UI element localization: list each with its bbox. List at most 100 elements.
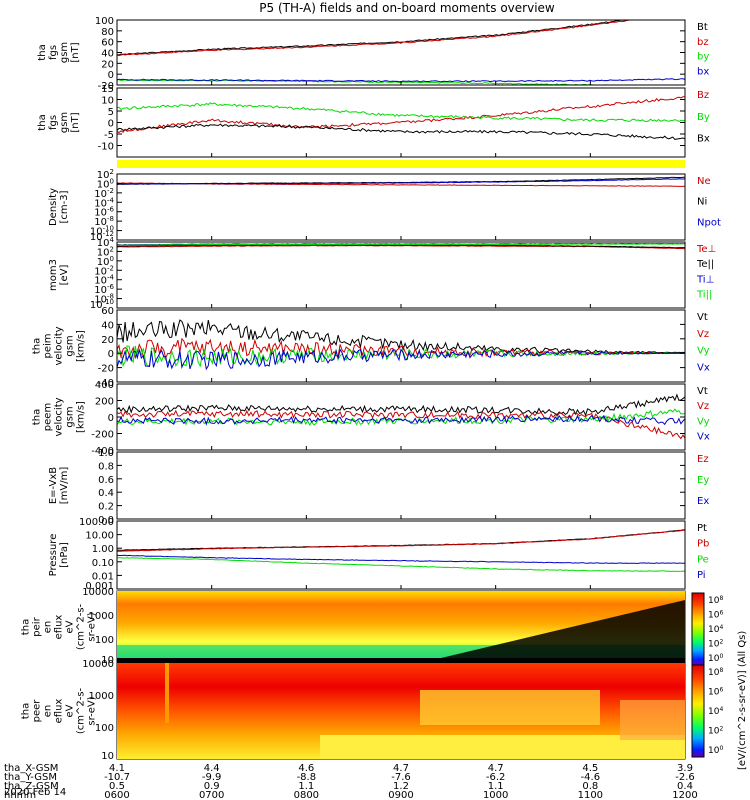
colorbar-tick-label: 108 (708, 595, 723, 606)
colorbar-tick-label: 104 (708, 706, 723, 717)
y-tick-label: 40 (101, 320, 114, 331)
ephem-value: 0.5 (109, 781, 125, 792)
legend-label-Vt: Vt (697, 386, 708, 397)
y-axis-label-line: eV (65, 704, 76, 717)
legend-label-Bx: Bx (697, 134, 710, 145)
colorbar-tick-label: 102 (708, 639, 723, 650)
ephem-value: 4.7 (488, 763, 504, 774)
y-tick-label: 10 (101, 655, 114, 666)
legend-label-Vy: Vy (697, 416, 710, 427)
series-line-Pe (116, 557, 686, 573)
y-axis-label-line: velocity (54, 326, 65, 365)
panel-frame (116, 451, 686, 520)
legend-label-Te||: Te|| (696, 259, 714, 270)
y-tick-label: 60 (101, 38, 114, 49)
colorbar-tick-label: 106 (708, 610, 723, 621)
y-tick-label: -200 (91, 430, 114, 441)
y-tick-label: 0.4 (98, 488, 114, 499)
panel-frame (116, 87, 686, 158)
y-tick-label: 10 (101, 751, 114, 762)
legend-label-Ni: Ni (697, 197, 707, 208)
y-tick-label: 15 (101, 84, 114, 95)
y-tick-label: 1000 (89, 611, 114, 622)
y-tick-label: 0.2 (98, 502, 114, 513)
ephem-value: 4.7 (393, 763, 409, 774)
y-tick-label: 10 (101, 96, 114, 107)
legend-label-Npot: Npot (697, 217, 721, 228)
legend-label-Vy: Vy (697, 346, 710, 357)
series-line-bz (116, 19, 685, 57)
y-axis-label-line: E=-VxB (48, 467, 59, 504)
legend-label-Vz: Vz (697, 401, 709, 412)
y-tick-label: 1000 (89, 691, 114, 702)
y-tick-label: 10000 (82, 587, 114, 598)
ephem-row-label: tha_X-GSM (4, 763, 58, 774)
ephem-value: 1100 (578, 790, 603, 800)
series-line-Vy (116, 408, 686, 427)
y-axis-label-line: [nT] (70, 112, 81, 132)
y-axis-label-line: eV (65, 620, 76, 633)
colorbar-tick-label: 104 (708, 624, 723, 635)
y-axis-label-line: tha (37, 114, 48, 130)
legend-label-Vz: Vz (697, 329, 709, 340)
legend-label-Ez: Ez (697, 454, 709, 465)
series-line-Pt (116, 529, 686, 551)
y-axis-label-line: tha (32, 409, 43, 425)
legend-label-Ey: Ey (697, 475, 709, 486)
ephem-value: -4.6 (581, 772, 601, 783)
y-axis-label-line: sr-eV) (87, 612, 98, 641)
series-line-Npot (116, 178, 686, 185)
series-line-Bt (116, 19, 685, 56)
y-axis-label-line: peer (32, 699, 43, 723)
y-tick-label: -10 (98, 142, 114, 153)
y-tick-label: -5 (104, 130, 114, 141)
ephem-value: -9.9 (202, 772, 222, 783)
y-axis-label-line: (cm^2-s- (76, 603, 87, 650)
y-axis-label-line: sr-eV) (87, 696, 98, 725)
ephem-value: 0900 (388, 790, 413, 800)
series-line-Vx (116, 348, 685, 371)
ephem-value: 0.4 (677, 781, 693, 792)
series-line-Te|| (116, 244, 685, 249)
ephem-row-label: hhmm (4, 790, 36, 800)
y-axis-label-line: tha (37, 44, 48, 60)
y-axis-label-line: gsm (65, 406, 76, 427)
y-axis-label-line: gsm (59, 42, 70, 63)
legend-label-Ex: Ex (697, 496, 709, 507)
series-line-Pb (116, 529, 686, 552)
series-line-Vt (116, 393, 686, 417)
ephem-value: 3.9 (677, 763, 693, 774)
y-tick-label: 100 (95, 723, 114, 734)
legend-label-bx: bx (697, 67, 709, 78)
y-axis-label-line: Pressure (48, 534, 59, 577)
status-bar (117, 160, 685, 168)
ephem-row-label: tha_Z-GSM (4, 781, 59, 792)
ephem-row-label: tha_Y-GSM (4, 772, 57, 783)
y-tick-label: -400 (91, 446, 114, 457)
legend-label-Ti⊥: Ti⊥ (696, 274, 714, 285)
series-line-Ti|| (116, 243, 686, 246)
ephem-value: -6.2 (486, 772, 506, 783)
ephem-value: 0700 (199, 790, 224, 800)
y-tick-label: 0.0 (98, 515, 114, 526)
y-tick-label: 20 (101, 335, 114, 346)
colorbar: [eV/(cm^2-s-sr-eV)] (All Qs) 108 106 104 10… (691, 592, 748, 770)
colorbar-tick-label: 102 (708, 726, 723, 737)
panel-peim_velocity: -40 -20 0 20 40 60 tha peim velocity gsm [km/s] Vt V… (32, 306, 710, 389)
colorbar-tick-label: 108 (708, 667, 723, 678)
y-axis-label-line: tha (21, 703, 32, 719)
y-tick-label: 100 (95, 635, 114, 646)
date-label: 2020 Feb 14 (4, 787, 66, 798)
y-tick-label: 0 (108, 349, 114, 360)
y-axis-label-line: mom3 (48, 259, 59, 291)
colorbar-label: [eV/(cm^2-s-sr-eV)] (All Qs) (737, 631, 748, 770)
series-line-Vt (116, 319, 686, 354)
y-tick-label: 0.8 (98, 461, 114, 472)
y-axis-label-line: (cm^2-s- (76, 687, 87, 734)
legend-label-Pt: Pt (697, 523, 707, 534)
y-axis-label-line: [mV/m] (59, 467, 70, 505)
panel-density: 10210010-210-410-610-810-1010-12Density[… (48, 168, 721, 243)
colorbar-tick-label: 100 (708, 653, 723, 664)
ephem-value: -10.7 (104, 772, 130, 783)
